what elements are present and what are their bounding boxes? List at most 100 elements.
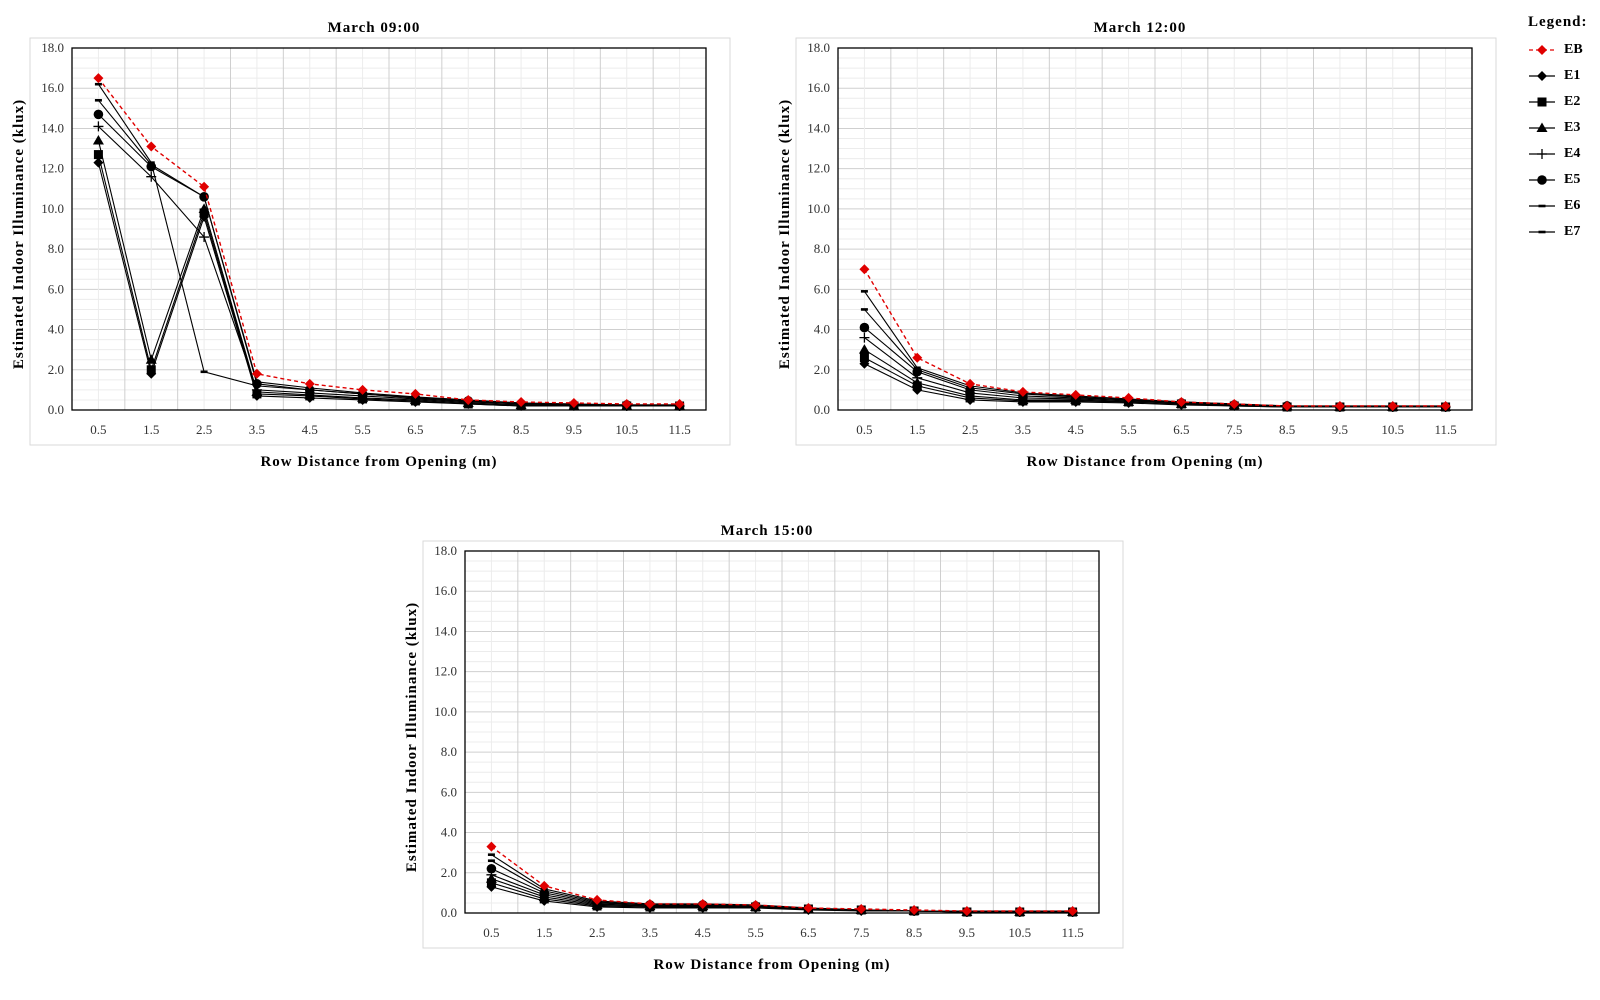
legend-item-e3: E3: [1528, 115, 1600, 141]
data-point-eb: [146, 141, 157, 152]
x-tick-label: 4.5: [695, 925, 711, 940]
legend-item-e1: E1: [1528, 63, 1600, 89]
y-tick-label: 18.0: [434, 543, 457, 558]
data-point-e5: [859, 322, 870, 333]
data-point-e2: [486, 878, 496, 888]
y-tick-label: 4.0: [48, 322, 64, 337]
data-point-eb: [674, 398, 685, 409]
legend-swatch-e2: [1529, 97, 1555, 107]
data-point-e6: [94, 98, 102, 102]
legend-marker-e6: [1538, 204, 1546, 208]
y-tick-label: 12.0: [434, 664, 457, 679]
legend-marker-e3: [1536, 122, 1548, 132]
data-point-eb: [803, 902, 814, 913]
legend-item-e6: E6: [1528, 193, 1600, 219]
data-point-eb: [1014, 905, 1025, 916]
x-tick-label: 8.5: [1279, 422, 1295, 437]
data-point-e7: [94, 82, 102, 86]
data-point-e2: [93, 150, 103, 160]
chart-frame: [29, 37, 731, 446]
legend-item-e4: E4: [1528, 141, 1600, 167]
y-tick-label: 14.0: [41, 120, 64, 135]
x-tick-label: 11.5: [1061, 925, 1083, 940]
x-tick-label: 3.5: [642, 925, 658, 940]
legend-item-e2: E2: [1528, 89, 1600, 115]
data-point-eb: [912, 352, 923, 363]
y-tick-label: 14.0: [807, 120, 830, 135]
chart-panel-1500: March 15:00 0.0 2.0 4.0 6.0 8.0 10.0 12.0 14.0 16…: [393, 503, 1153, 983]
legend-marker-e2: [1537, 97, 1547, 107]
x-tick-label: 7.5: [1226, 422, 1242, 437]
legend-swatch-e6: [1529, 204, 1555, 208]
legend-label: EB: [1564, 42, 1583, 57]
x-tick-label: 6.5: [1173, 422, 1189, 437]
y-tick-label: 12.0: [807, 161, 830, 176]
data-point-e7: [147, 161, 155, 164]
data-point-eb: [1282, 400, 1293, 411]
data-point-eb: [961, 905, 972, 916]
data-point-e7: [487, 853, 495, 856]
legend-label: E2: [1564, 94, 1581, 109]
y-tick-label: 10.0: [807, 201, 830, 216]
chart-frame: [422, 540, 1124, 949]
data-point-e3: [858, 344, 870, 354]
legend-item-eb: EB: [1528, 37, 1600, 63]
y-tick-label: 6.0: [48, 281, 64, 296]
y-tick-label: 0.0: [814, 402, 830, 417]
x-tick-label: 1.5: [143, 422, 159, 437]
data-point-e6: [253, 380, 261, 384]
data-point-eb: [539, 880, 550, 891]
data-point-eb: [410, 388, 421, 399]
x-tick-label: 10.5: [1008, 925, 1031, 940]
data-point-e4: [859, 332, 870, 343]
data-point-e3: [145, 354, 157, 364]
x-tick-label: 10.5: [615, 422, 638, 437]
chart-panel-0900: March 09:00 0.0 2.0 4.0 6.0 8.0 10.0 12.0 14.0 16…: [0, 0, 760, 480]
x-tick-label: 4.5: [302, 422, 318, 437]
y-tick-label: 6.0: [441, 784, 457, 799]
data-point-eb: [1123, 392, 1134, 403]
data-point-eb: [568, 397, 579, 408]
y-tick-label: 10.0: [41, 201, 64, 216]
legend-label: E3: [1564, 120, 1581, 135]
x-tick-label: 8.5: [513, 422, 529, 437]
y-tick-label: 8.0: [48, 241, 64, 256]
data-point-e6: [860, 308, 868, 311]
y-tick-label: 10.0: [434, 704, 457, 719]
legend-marker-e7: [1538, 230, 1546, 234]
y-tick-label: 0.0: [441, 905, 457, 920]
legend-marker-e5: [1537, 175, 1547, 185]
chart-panel-1200: March 12:00 0.0 2.0 4.0 6.0 8.0 10.0 12.0 14.0 16…: [766, 0, 1526, 480]
data-point-eb: [251, 368, 262, 379]
data-point-e6: [200, 195, 208, 199]
chart-title: March 15:00: [721, 523, 814, 539]
data-point-eb: [516, 396, 527, 407]
data-point-e6: [487, 859, 495, 863]
legend-item-e7: E7: [1528, 219, 1600, 245]
legend-label: E1: [1564, 68, 1581, 83]
plot-area: [464, 550, 1100, 914]
legend-swatch-e5: [1529, 175, 1555, 185]
legend-label: E7: [1564, 224, 1581, 239]
data-point-e7: [253, 384, 261, 388]
x-tick-label: 9.5: [1332, 422, 1348, 437]
data-point-eb: [1070, 389, 1081, 400]
data-point-eb: [644, 898, 655, 909]
data-point-eb: [750, 899, 761, 910]
legend-swatch-e3: [1529, 122, 1555, 132]
x-tick-label: 11.5: [668, 422, 690, 437]
x-tick-label: 6.5: [800, 925, 816, 940]
y-tick-label: 16.0: [41, 80, 64, 95]
y-tick-label: 8.0: [814, 241, 830, 256]
legend-swatch-e4: [1529, 149, 1555, 159]
legend-item-e5: E5: [1528, 167, 1600, 193]
data-point-eb: [93, 73, 104, 84]
legend-swatch-eb: [1529, 45, 1555, 55]
y-tick-label: 6.0: [814, 281, 830, 296]
data-point-eb: [1334, 400, 1345, 411]
data-point-e7: [200, 370, 208, 374]
data-point-eb: [909, 904, 920, 915]
x-tick-label: 7.5: [853, 925, 869, 940]
data-point-eb: [856, 903, 867, 914]
x-tick-label: 8.5: [906, 925, 922, 940]
